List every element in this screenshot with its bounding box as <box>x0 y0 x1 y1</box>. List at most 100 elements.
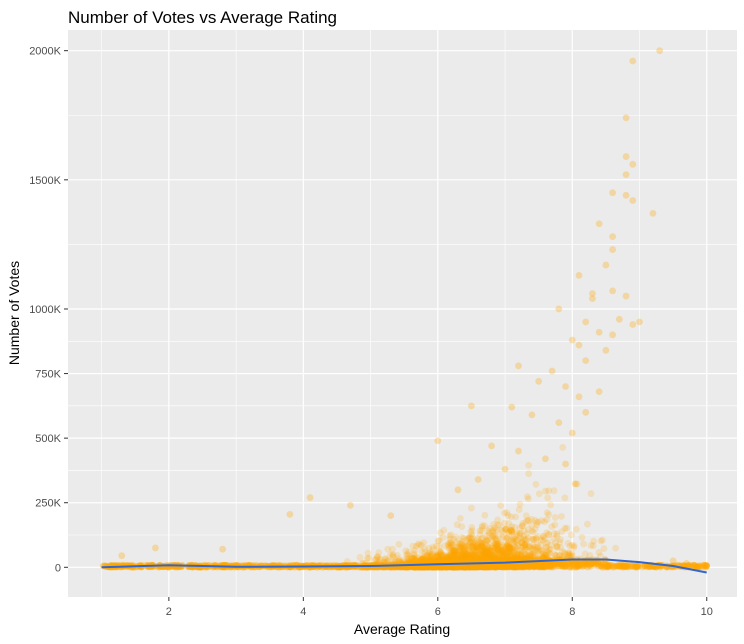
data-point <box>454 563 462 571</box>
data-point <box>442 554 450 562</box>
data-point <box>451 563 459 571</box>
data-point <box>493 537 500 545</box>
data-point <box>459 555 466 563</box>
data-point <box>543 561 551 569</box>
data-point <box>472 563 480 571</box>
data-point <box>479 534 486 542</box>
data-point <box>472 547 480 555</box>
data-point <box>501 525 509 533</box>
data-point <box>540 562 548 570</box>
data-point <box>438 551 446 559</box>
data-point <box>559 560 567 568</box>
data-point <box>487 550 495 558</box>
data-point <box>468 524 476 531</box>
y-tick-label: 250K <box>35 498 61 510</box>
data-point <box>432 563 440 571</box>
data-point <box>553 544 561 552</box>
data-point <box>495 563 503 570</box>
data-point <box>450 551 458 559</box>
data-point <box>511 547 518 555</box>
data-point <box>507 562 515 570</box>
data-point <box>418 547 426 555</box>
data-point <box>542 563 550 571</box>
data-point <box>477 539 485 547</box>
data-point <box>480 563 488 571</box>
data-point <box>465 563 473 571</box>
data-point <box>516 563 524 571</box>
data-point <box>459 548 466 555</box>
data-point <box>507 545 514 553</box>
data-point <box>389 545 396 553</box>
data-point <box>485 551 493 559</box>
data-point <box>483 544 491 552</box>
data-point <box>511 562 519 570</box>
data-point <box>460 563 468 571</box>
data-point <box>438 563 446 571</box>
data-point <box>523 553 531 561</box>
x-tick-label: 6 <box>435 606 441 618</box>
data-point <box>468 538 476 546</box>
data-point <box>476 531 484 538</box>
data-point <box>485 553 492 561</box>
data-point <box>517 561 525 569</box>
data-point <box>517 534 524 542</box>
data-point <box>472 543 480 551</box>
data-point <box>452 538 460 546</box>
data-point <box>451 563 459 571</box>
data-point <box>508 561 516 569</box>
data-point <box>429 563 437 571</box>
data-point <box>474 541 482 549</box>
data-point <box>561 563 568 571</box>
data-point <box>534 548 542 556</box>
data-point <box>545 487 553 495</box>
data-point <box>564 539 572 547</box>
data-point <box>509 562 517 570</box>
data-point <box>488 532 496 540</box>
data-point <box>508 562 516 570</box>
data-point <box>465 552 473 560</box>
data-point <box>535 563 543 570</box>
data-point <box>530 561 538 569</box>
data-point <box>474 546 481 554</box>
data-point <box>430 557 438 565</box>
data-point <box>468 543 476 551</box>
data-point <box>450 563 458 571</box>
data-point <box>508 562 515 569</box>
data-point <box>534 545 541 553</box>
grid-major <box>68 30 737 597</box>
data-point <box>517 562 525 570</box>
data-point <box>482 562 489 570</box>
data-point <box>494 563 502 570</box>
data-point <box>480 562 488 570</box>
data-point <box>464 535 472 542</box>
data-point <box>506 551 514 559</box>
data-point <box>699 561 707 569</box>
data-point <box>447 548 455 556</box>
data-point <box>465 562 473 570</box>
data-point <box>491 563 499 571</box>
data-point <box>522 536 530 544</box>
data-point <box>496 555 503 563</box>
data-point <box>498 546 506 554</box>
data-point <box>520 546 528 554</box>
data-point <box>517 563 525 570</box>
y-axis-title: Number of Votes <box>6 261 22 365</box>
data-point <box>575 393 583 401</box>
data-point <box>459 554 467 562</box>
data-point <box>539 550 547 558</box>
data-point <box>482 553 490 561</box>
data-point <box>514 562 521 570</box>
data-point <box>465 563 473 571</box>
data-point <box>470 557 477 564</box>
data-point <box>468 562 475 570</box>
data-point <box>448 547 456 555</box>
data-point <box>543 551 550 559</box>
data-point <box>563 524 571 532</box>
data-point <box>520 563 527 571</box>
data-point <box>506 563 514 571</box>
data-point <box>447 541 455 549</box>
data-point <box>428 563 435 571</box>
data-point <box>488 562 496 570</box>
data-point <box>511 544 519 551</box>
data-point <box>478 563 486 571</box>
